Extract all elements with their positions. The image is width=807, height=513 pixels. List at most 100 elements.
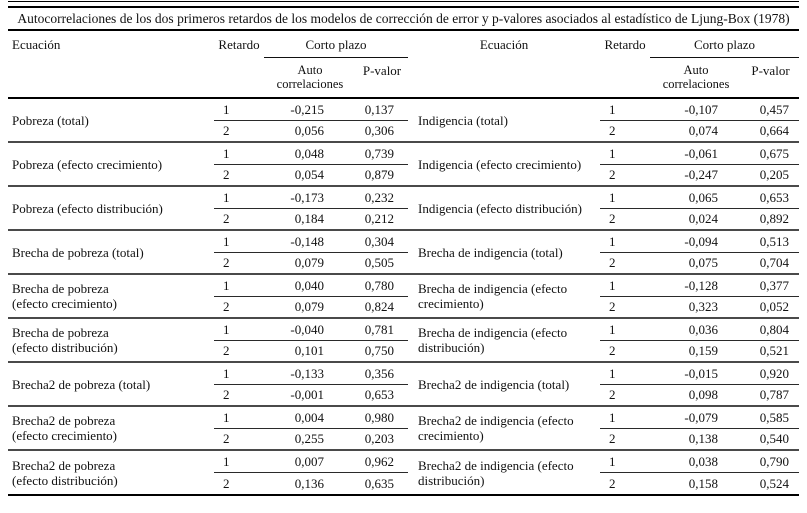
p-value-cell-right: 0,457 bbox=[742, 98, 800, 121]
p-value-cell-left: 0,212 bbox=[356, 208, 409, 231]
equation-cell-right: Indigencia (total) bbox=[408, 98, 601, 143]
table-row: Brecha2 de pobreza (efecto distribución)… bbox=[8, 450, 800, 488]
table-row: 2 0,056 0,306 2 0,074 0,664 bbox=[8, 120, 800, 143]
autocorrelation-cell-right: -0,094 bbox=[650, 230, 743, 253]
p-value-cell-left: 0,750 bbox=[356, 340, 409, 363]
autocorrelation-cell-right: 0,024 bbox=[650, 208, 743, 231]
equation-cell-left: Brecha de pobreza (total) bbox=[8, 230, 214, 275]
p-value-cell-left: 0,304 bbox=[356, 230, 409, 253]
autocorrelation-cell-left: 0,007 bbox=[264, 450, 356, 473]
p-value-cell-right: 0,513 bbox=[742, 230, 800, 253]
table-row: 2 -0,001 0,653 2 0,098 0,787 bbox=[8, 384, 800, 407]
table-title: Autocorrelaciones de los dos primeros re… bbox=[8, 8, 799, 31]
column-header-autocorrelations-right: Auto correlaciones bbox=[650, 58, 743, 99]
equation-cell-right: Indigencia (efecto crecimiento) bbox=[408, 142, 601, 187]
table-row: Brecha de pobreza (efecto distribución) 1… bbox=[8, 318, 800, 363]
equation-cell-left: Brecha2 de pobreza (efecto crecimiento) bbox=[8, 406, 214, 451]
autocorrelation-cell-right: -0,247 bbox=[650, 164, 743, 187]
equation-cell-right: Brecha de indigencia (efecto crecimiento… bbox=[408, 274, 601, 319]
column-header-lag-left: Retardo bbox=[214, 31, 264, 99]
p-value-cell-left: 0,781 bbox=[356, 318, 409, 341]
autocorrelation-cell-left: 0,056 bbox=[264, 120, 356, 143]
autocorrelation-cell-left: 0,184 bbox=[264, 208, 356, 231]
p-value-cell-left: 0,306 bbox=[356, 120, 409, 143]
autocorrelation-cell-left: 0,136 bbox=[294, 475, 324, 491]
lag-cell-left: 1 bbox=[214, 230, 264, 253]
table-row: Brecha2 de pobreza (efecto crecimiento) 1… bbox=[8, 406, 800, 451]
lag-cell-left: 1 bbox=[214, 142, 264, 165]
p-value-cell-right: 0,052 bbox=[742, 296, 800, 319]
p-value-cell-right: 0,585 bbox=[742, 406, 800, 429]
lag-cell-left: 1 bbox=[214, 186, 264, 209]
autocorrelation-cell-right: 0,323 bbox=[650, 296, 743, 319]
p-value-cell-left: 0,739 bbox=[356, 142, 409, 165]
equation-cell-left: Pobreza (efecto distribución) bbox=[8, 186, 214, 231]
bottom-rule bbox=[8, 494, 799, 496]
autocorrelation-cell-right: 0,138 bbox=[650, 428, 743, 451]
autocorrelation-cell-right: -0,128 bbox=[650, 274, 743, 297]
p-value-cell-right: 0,787 bbox=[742, 384, 800, 407]
p-value-cell-left: 0,879 bbox=[356, 164, 409, 187]
table-row: 2 0,079 0,824 2 0,323 0,052 bbox=[8, 296, 800, 319]
autocorrelation-cell-left: 0,079 bbox=[264, 296, 356, 319]
autocorrelation-cell-left: 0,101 bbox=[264, 340, 356, 363]
p-value-cell-right: 0,675 bbox=[742, 142, 800, 165]
p-value-cell-left: 0,635 bbox=[364, 475, 395, 491]
column-header-lag-right: Retardo bbox=[600, 31, 651, 99]
equation-cell-right: Brecha de indigencia (total) bbox=[408, 230, 601, 275]
p-value-cell-right: 0,704 bbox=[742, 252, 800, 275]
lag-cell-left: 2 bbox=[214, 340, 264, 363]
lag-cell-right: 2 bbox=[600, 164, 651, 187]
table-row: Pobreza (total) 1 -0,215 0,137 Indigencia (t… bbox=[8, 98, 800, 143]
equation-cell-left: Brecha2 de pobreza (efecto distribución) bbox=[12, 457, 118, 488]
autocorrelation-cell-right: 0,098 bbox=[650, 384, 743, 407]
lag-cell-right: 2 bbox=[600, 428, 651, 451]
autocorrelation-cell-left: 0,004 bbox=[264, 406, 356, 429]
p-value-cell-right: 0,653 bbox=[742, 186, 800, 209]
lag-cell-right: 1 bbox=[600, 230, 651, 253]
autocorrelation-cell-left: 0,040 bbox=[264, 274, 356, 297]
lag-cell-left: 2 bbox=[214, 296, 264, 319]
lag-cell-left: 1 bbox=[214, 406, 264, 429]
autocorrelation-cell-left: 0,048 bbox=[264, 142, 356, 165]
column-header-p-value-right: P-valor bbox=[742, 58, 800, 99]
p-value-cell-left: 0,980 bbox=[356, 406, 409, 429]
table-row: 2 0,054 0,879 2 -0,247 0,205 bbox=[8, 164, 800, 187]
short-term-label: Corto plazo bbox=[264, 37, 409, 58]
p-value-cell-left: 0,962 bbox=[356, 450, 409, 473]
lag-cell-left: 2 bbox=[214, 428, 264, 451]
lag-cell-left: 2 bbox=[214, 164, 264, 187]
p-value-cell-right: 0,540 bbox=[742, 428, 800, 451]
autocorrelation-cell-right: -0,079 bbox=[650, 406, 743, 429]
lag-cell-left: 2 bbox=[214, 252, 264, 275]
autocorrelation-cell-left: 0,079 bbox=[264, 252, 356, 275]
lag-cell-right: 1 bbox=[600, 98, 651, 121]
autocorrelation-cell-right: 0,158 bbox=[688, 475, 719, 491]
p-value-cell-right: 0,521 bbox=[742, 340, 800, 363]
autocorrelation-cell-left: -0,001 bbox=[264, 384, 356, 407]
equation-cell-left: Brecha de pobreza (efecto distribución) bbox=[8, 318, 214, 363]
lag-cell-right: 2 bbox=[600, 384, 651, 407]
column-header-short-term-right: Corto plazo bbox=[650, 31, 800, 58]
autocorrelation-cell-left: -0,148 bbox=[264, 230, 356, 253]
autocorrelation-cell-left: -0,133 bbox=[264, 362, 356, 385]
table-row: 2 0,079 0,505 2 0,075 0,704 bbox=[8, 252, 800, 275]
p-value-cell-right: 0,205 bbox=[742, 164, 800, 187]
table-row: Brecha de pobreza (total) 1 -0,148 0,304 Bre… bbox=[8, 230, 800, 275]
table-row: Brecha de pobreza (efecto crecimiento) 1 0… bbox=[8, 274, 800, 319]
p-value-cell-left: 0,232 bbox=[356, 186, 409, 209]
lag-cell-right: 1 bbox=[600, 362, 651, 385]
column-header-short-term-left: Corto plazo bbox=[264, 31, 409, 58]
lag-cell-left: 2 bbox=[214, 120, 264, 143]
table-row: 2 0,136 0,635 2 0,158 0,524 bbox=[8, 472, 799, 494]
autocorrelation-cell-left: -0,173 bbox=[264, 186, 356, 209]
table-row: Pobreza (efecto distribución) 1 -0,173 0,23… bbox=[8, 186, 800, 231]
lag-cell-left: 1 bbox=[214, 362, 264, 385]
p-value-cell-right: 0,920 bbox=[742, 362, 800, 385]
autocorrelation-cell-right: 0,038 bbox=[650, 450, 743, 473]
autocorrelation-cell-right: -0,061 bbox=[650, 142, 743, 165]
p-value-cell-right: 0,664 bbox=[742, 120, 800, 143]
autocorrelation-cell-right: -0,107 bbox=[650, 98, 743, 121]
p-value-cell-right: 0,892 bbox=[742, 208, 800, 231]
table-body: Pobreza (total) 1 -0,215 0,137 Indigencia (t… bbox=[8, 98, 800, 494]
